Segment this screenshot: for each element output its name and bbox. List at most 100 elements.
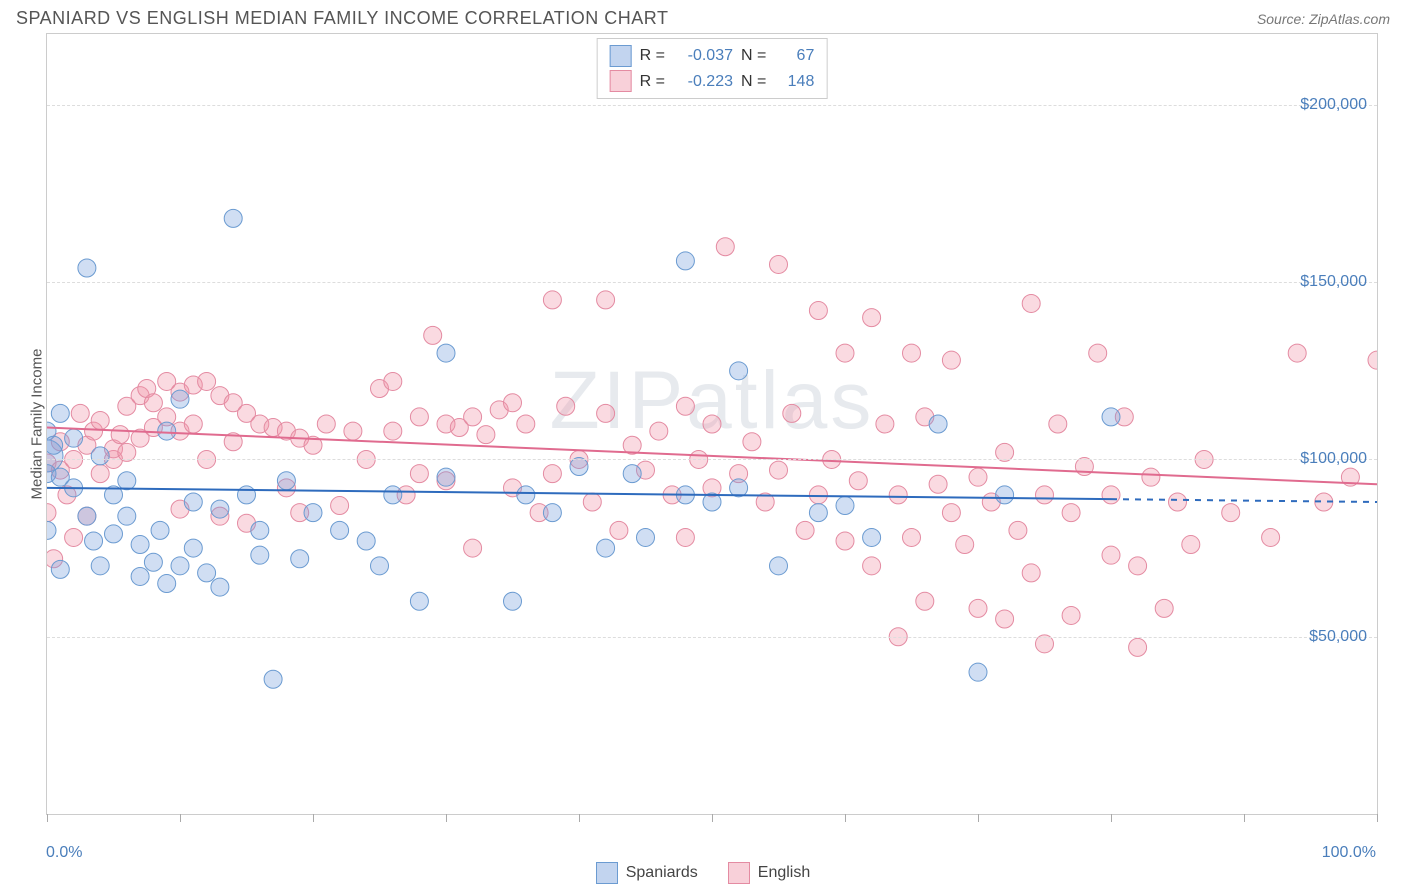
gridline bbox=[47, 105, 1377, 106]
scatter-point bbox=[158, 575, 176, 593]
scatter-point bbox=[371, 380, 389, 398]
scatter-point bbox=[224, 209, 242, 227]
scatter-point bbox=[703, 415, 721, 433]
scatter-point bbox=[277, 472, 295, 490]
scatter-point bbox=[956, 536, 974, 554]
scatter-point bbox=[91, 557, 109, 575]
scatter-point bbox=[996, 610, 1014, 628]
scatter-point bbox=[424, 326, 442, 344]
scatter-point bbox=[331, 521, 349, 539]
scatter-point bbox=[251, 546, 269, 564]
scatter-point bbox=[371, 557, 389, 575]
source-label: Source: ZipAtlas.com bbox=[1257, 11, 1390, 27]
scatter-point bbox=[85, 422, 103, 440]
scatter-point bbox=[969, 663, 987, 681]
scatter-point bbox=[47, 422, 56, 440]
scatter-point bbox=[277, 479, 295, 497]
x-axis-max-label: 100.0% bbox=[1322, 844, 1376, 862]
scatter-point bbox=[543, 504, 561, 522]
correlation-legend-row-spaniards: R = -0.037 N = 67 bbox=[610, 43, 815, 69]
r-value-english: -0.223 bbox=[673, 69, 733, 95]
series-legend-label: English bbox=[758, 864, 810, 882]
scatter-point bbox=[85, 532, 103, 550]
scatter-point bbox=[211, 500, 229, 518]
series-legend-label: Spaniards bbox=[626, 864, 698, 882]
scatter-point bbox=[1115, 408, 1133, 426]
scatter-point bbox=[47, 436, 63, 454]
gridline bbox=[47, 637, 1377, 638]
scatter-point bbox=[47, 521, 56, 539]
scatter-point bbox=[78, 507, 96, 525]
scatter-point bbox=[450, 419, 468, 437]
scatter-point bbox=[1102, 486, 1120, 504]
scatter-point bbox=[916, 592, 934, 610]
scatter-point bbox=[1129, 557, 1147, 575]
scatter-point bbox=[105, 440, 123, 458]
x-tick bbox=[579, 814, 580, 822]
scatter-point bbox=[91, 465, 109, 483]
scatter-point bbox=[51, 461, 69, 479]
y-tick-label: $150,000 bbox=[1300, 273, 1367, 291]
scatter-point bbox=[224, 433, 242, 451]
scatter-point bbox=[504, 394, 522, 412]
scatter-point bbox=[397, 486, 415, 504]
scatter-point bbox=[131, 536, 149, 554]
scatter-point bbox=[437, 344, 455, 362]
scatter-point bbox=[437, 415, 455, 433]
scatter-point bbox=[743, 433, 761, 451]
scatter-point bbox=[238, 404, 256, 422]
scatter-point bbox=[171, 383, 189, 401]
scatter-point bbox=[1089, 344, 1107, 362]
scatter-point bbox=[663, 486, 681, 504]
scatter-point bbox=[849, 472, 867, 490]
x-tick bbox=[978, 814, 979, 822]
scatter-point bbox=[770, 557, 788, 575]
scatter-point bbox=[929, 415, 947, 433]
scatter-point bbox=[1368, 351, 1377, 369]
scatter-point bbox=[384, 372, 402, 390]
scatter-point bbox=[47, 440, 63, 472]
scatter-point bbox=[384, 486, 402, 504]
scatter-point bbox=[291, 550, 309, 568]
scatter-point bbox=[51, 560, 69, 578]
scatter-point bbox=[1102, 408, 1120, 426]
n-label: N = bbox=[741, 69, 766, 95]
scatter-point bbox=[138, 380, 156, 398]
scatter-point bbox=[517, 486, 535, 504]
scatter-point bbox=[676, 486, 694, 504]
scatter-point bbox=[1169, 493, 1187, 511]
scatter-point bbox=[118, 397, 136, 415]
gridline bbox=[47, 459, 1377, 460]
scatter-point bbox=[91, 411, 109, 429]
scatter-point bbox=[184, 539, 202, 557]
scatter-point bbox=[863, 528, 881, 546]
y-tick-label: $200,000 bbox=[1300, 96, 1367, 114]
chart-header: SPANIARD VS ENGLISH MEDIAN FAMILY INCOME… bbox=[0, 0, 1406, 33]
scatter-point bbox=[47, 550, 63, 568]
scatter-point bbox=[770, 461, 788, 479]
scatter-point bbox=[929, 475, 947, 493]
scatter-point bbox=[903, 344, 921, 362]
scatter-point bbox=[1062, 504, 1080, 522]
series-legend-item-spaniards: Spaniards bbox=[596, 862, 698, 884]
x-tick bbox=[446, 814, 447, 822]
x-tick bbox=[47, 814, 48, 822]
scatter-point bbox=[1009, 521, 1027, 539]
scatter-point bbox=[111, 426, 129, 444]
scatter-point bbox=[78, 507, 96, 525]
scatter-point bbox=[1036, 486, 1054, 504]
scatter-point bbox=[211, 387, 229, 405]
scatter-point bbox=[650, 422, 668, 440]
scatter-point bbox=[251, 521, 269, 539]
scatter-point bbox=[703, 493, 721, 511]
chart-title: SPANIARD VS ENGLISH MEDIAN FAMILY INCOME… bbox=[16, 8, 668, 29]
scatter-point bbox=[597, 539, 615, 557]
scatter-point bbox=[1182, 536, 1200, 554]
y-tick-label: $100,000 bbox=[1300, 450, 1367, 468]
scatter-point bbox=[78, 259, 96, 277]
scatter-point bbox=[65, 528, 83, 546]
scatter-point bbox=[796, 521, 814, 539]
scatter-point bbox=[916, 408, 934, 426]
scatter-point bbox=[317, 415, 335, 433]
scatter-point bbox=[490, 401, 508, 419]
